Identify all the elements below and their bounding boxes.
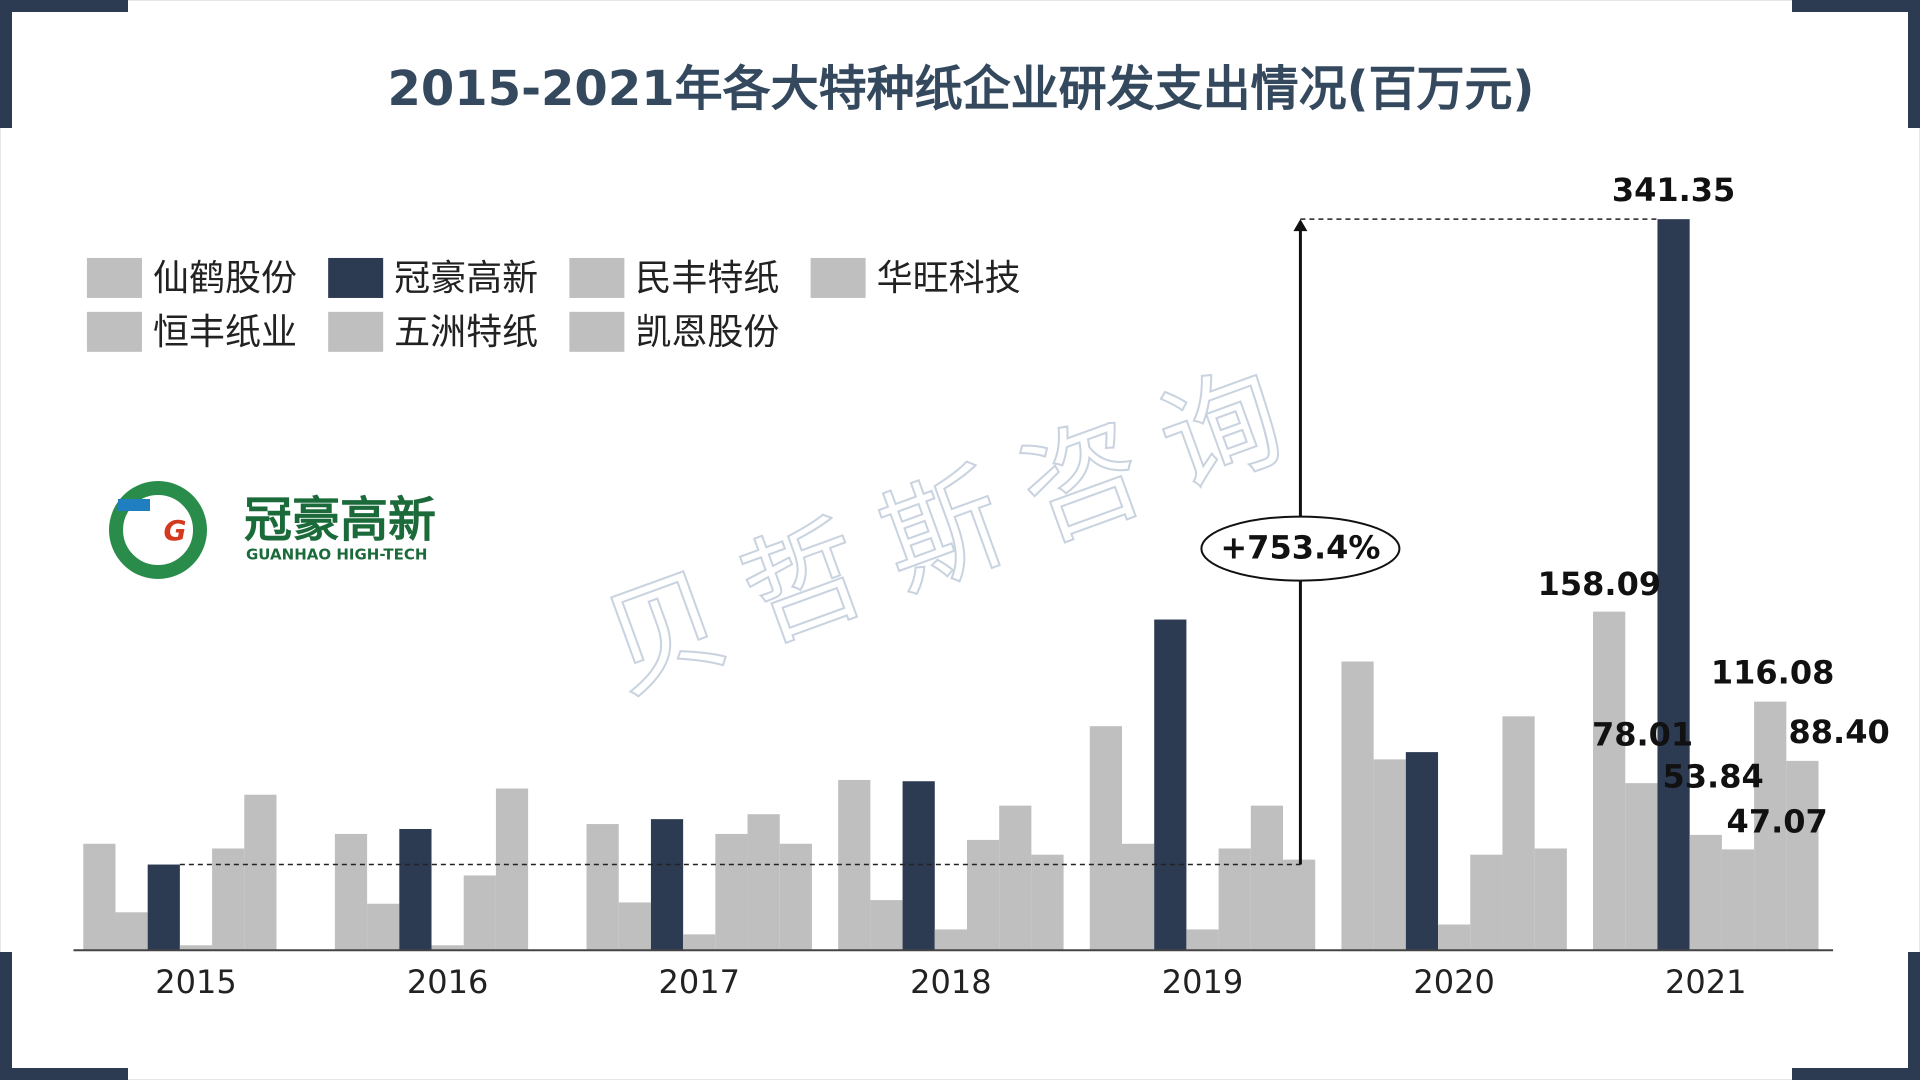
- bar: [870, 900, 903, 951]
- value-label: 53.84: [1663, 758, 1764, 796]
- x-tick-label: 2018: [910, 963, 991, 1001]
- bar: [463, 875, 496, 951]
- bar: [1625, 783, 1658, 951]
- bar: [334, 833, 368, 951]
- logo-subtitle: GUANHAO HIGH-TECH: [246, 546, 427, 564]
- chart-title: 2015-2021年各大特种纸企业研发支出情况(百万元): [388, 61, 1535, 117]
- bar: [683, 934, 716, 951]
- bar: [1786, 760, 1819, 951]
- logo: G 冠豪高新 GUANHAO HIGH-TECH: [109, 481, 436, 579]
- bar: [212, 848, 245, 951]
- bar: [367, 903, 400, 951]
- bar: [1438, 924, 1471, 951]
- x-tick-label: 2016: [407, 963, 488, 1001]
- bar: [1089, 726, 1122, 951]
- x-tick-label: 2021: [1665, 963, 1746, 1001]
- bar: [1721, 849, 1755, 951]
- bar: [1534, 848, 1567, 951]
- bar: [1754, 701, 1787, 951]
- legend-label: 民丰特纸: [635, 258, 779, 299]
- x-tick-label: 2019: [1162, 963, 1243, 1001]
- bar: [1031, 854, 1064, 951]
- bar: [115, 912, 148, 951]
- logo-icon: [109, 481, 207, 579]
- value-label: 341.35: [1612, 171, 1735, 209]
- bar: [147, 864, 180, 951]
- bar: [715, 833, 748, 951]
- value-label: 116.08: [1711, 654, 1834, 692]
- bar: [1689, 834, 1722, 951]
- x-tick-label: 2020: [1413, 963, 1494, 1001]
- legend-label: 仙鹤股份: [153, 258, 297, 299]
- bar: [1186, 929, 1219, 951]
- annotation-bubble: [1200, 515, 1401, 582]
- bar: [495, 788, 529, 951]
- legend-label: 五洲特纸: [394, 312, 538, 353]
- bar: [1593, 611, 1626, 951]
- legend-swatch: [328, 311, 384, 352]
- bar: [244, 794, 277, 951]
- bar: [431, 945, 464, 951]
- x-tick-label: 2017: [659, 963, 740, 1001]
- value-label: 88.40: [1789, 713, 1890, 751]
- legend-swatch: [86, 257, 142, 298]
- legend-label: 恒丰纸业: [153, 312, 297, 353]
- legend-label: 凯恩股份: [635, 312, 779, 353]
- bar: [586, 824, 619, 951]
- value-label: 47.07: [1727, 803, 1828, 841]
- bar: [1154, 619, 1187, 951]
- logo-mark: G: [164, 514, 187, 547]
- bar: [618, 902, 651, 951]
- bar: [650, 819, 684, 951]
- value-label: 78.01: [1592, 716, 1693, 754]
- bar: [179, 945, 213, 951]
- bar: [779, 843, 812, 951]
- legend-swatch: [810, 257, 866, 298]
- bar: [902, 781, 935, 951]
- bar: [966, 839, 1000, 951]
- legend-swatch: [569, 257, 625, 298]
- bar: [934, 929, 967, 951]
- bar: [999, 805, 1032, 951]
- bar: [747, 814, 780, 951]
- bar: [1373, 759, 1406, 951]
- bar: [1250, 805, 1284, 951]
- bar: [1657, 219, 1690, 951]
- legend-label: 华旺科技: [877, 258, 1021, 299]
- legend-swatch: [569, 311, 625, 352]
- bar: [1470, 854, 1503, 951]
- legend-swatch: [328, 257, 384, 298]
- bar: [1502, 716, 1535, 951]
- bar: [83, 843, 116, 951]
- x-tick-label: 2015: [155, 963, 236, 1001]
- bar: [1122, 843, 1155, 951]
- bar: [1405, 752, 1439, 951]
- annotation: +753.4%: [1220, 529, 1380, 567]
- legend-swatch: [86, 311, 142, 352]
- bar: [1283, 859, 1316, 951]
- logo-name: 冠豪高新: [244, 492, 436, 548]
- bar: [1218, 848, 1251, 951]
- legend-label: 冠豪高新: [394, 258, 538, 299]
- arrow-head: [1293, 219, 1308, 232]
- bar: [399, 828, 432, 951]
- value-label: 158.09: [1538, 565, 1661, 603]
- bar: [1341, 661, 1374, 951]
